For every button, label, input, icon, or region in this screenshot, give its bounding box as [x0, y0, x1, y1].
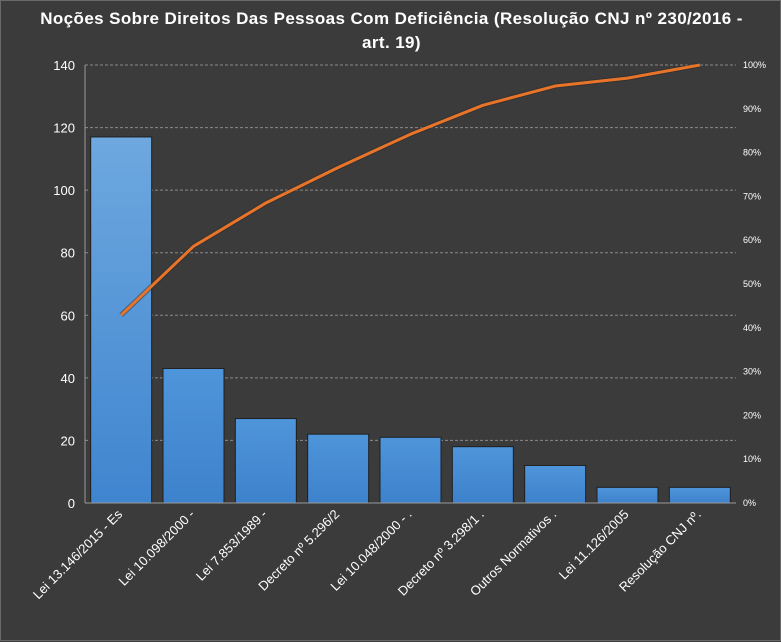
bar — [308, 434, 369, 503]
bar — [235, 419, 296, 503]
bar-series — [91, 137, 731, 503]
y-right-tick-label: 80% — [743, 148, 761, 158]
y-right-tick-label: 20% — [743, 410, 761, 420]
bar — [452, 447, 513, 503]
y-right-tick-label: 90% — [743, 104, 761, 114]
y-right-tick-label: 60% — [743, 235, 761, 245]
y-left-tick-label: 60 — [61, 308, 75, 323]
bar — [91, 137, 152, 503]
y-left-tick-label: 100 — [53, 183, 75, 198]
y-right-tick-label: 10% — [743, 454, 761, 464]
x-category-label: Resolução CNJ nº. — [616, 507, 704, 595]
bar — [597, 487, 658, 503]
bar — [380, 437, 441, 503]
x-category-label: Lei 7.853/1989 - — [193, 507, 270, 584]
y-left-tick-label: 80 — [61, 246, 75, 261]
x-category-label: Lei 13.146/2015 - Es — [30, 506, 126, 602]
y-right-tick-label: 100% — [743, 60, 766, 70]
y-right-tick-label: 70% — [743, 191, 761, 201]
y-left-tick-label: 0 — [68, 496, 75, 511]
y-right-tick-label: 0% — [743, 498, 756, 508]
y-left-tick-label: 140 — [53, 58, 75, 73]
y-right-tick-label: 40% — [743, 323, 761, 333]
y-left-tick-label: 120 — [53, 121, 75, 136]
bar — [669, 487, 730, 503]
y-left-tick-label: 20 — [61, 433, 75, 448]
bar — [525, 465, 586, 503]
x-category-label: Lei 10.098/2000 - — [115, 507, 197, 589]
y-right-tick-label: 50% — [743, 279, 761, 289]
x-category-label: Lei 11.126/2005 — [556, 507, 632, 583]
y-left-tick-label: 40 — [61, 371, 75, 386]
bar — [163, 368, 224, 503]
y-right-tick-label: 30% — [743, 367, 761, 377]
